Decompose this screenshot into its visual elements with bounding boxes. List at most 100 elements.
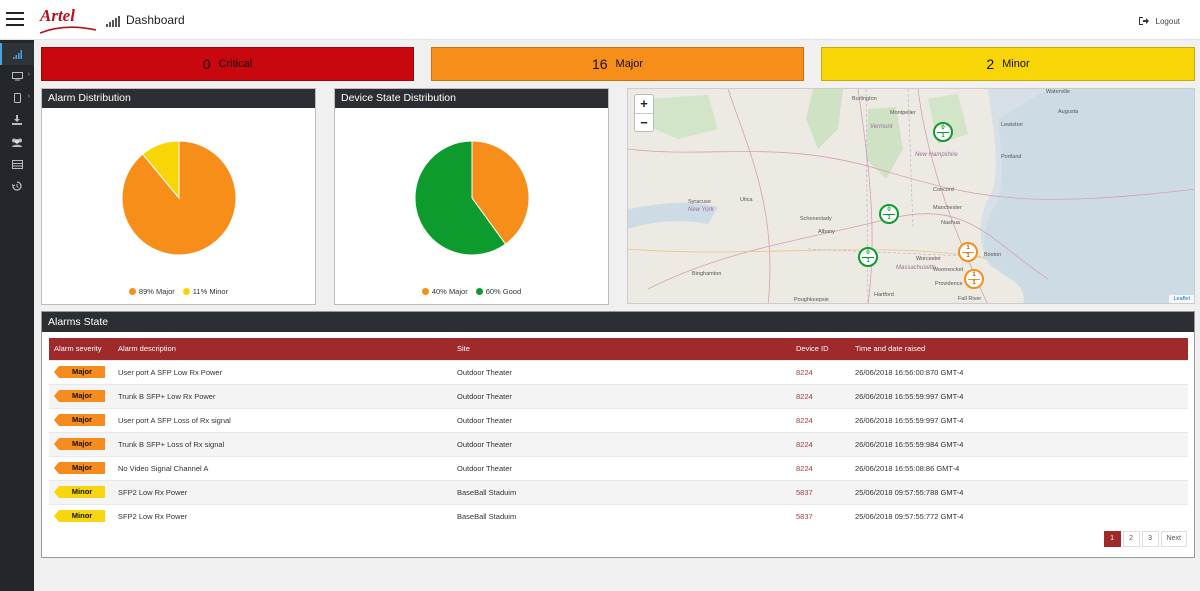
minor-summary[interactable]: 2 Minor bbox=[821, 47, 1195, 81]
map-label: New York bbox=[688, 207, 714, 213]
table-row[interactable]: Major Trunk B SFP+ Loss of Rx signal Outdo… bbox=[49, 431, 1188, 456]
severity-cell: Minor bbox=[49, 503, 113, 528]
site-cell: BaseBall Staduim bbox=[452, 479, 791, 504]
sidebar-item-history[interactable] bbox=[0, 175, 34, 197]
map-label: Montpelier bbox=[890, 110, 916, 116]
sites-map[interactable]: + − Burlington Montpelier Vermont New Ha… bbox=[627, 88, 1195, 304]
table-row[interactable]: Minor SFP2 Low Rx Power BaseBall Staduim 58… bbox=[49, 503, 1188, 528]
pie-slice-minor[interactable] bbox=[141, 140, 180, 200]
map-label: Utica bbox=[740, 197, 753, 203]
sidebar-item-table[interactable] bbox=[0, 153, 34, 175]
page-title-text: Dashboard bbox=[126, 13, 185, 27]
page-button[interactable]: 1 bbox=[1103, 531, 1121, 547]
marker-top-count: 1 bbox=[966, 245, 970, 251]
critical-label: Critical bbox=[218, 58, 253, 70]
legend-swatch bbox=[475, 288, 483, 295]
major-summary[interactable]: 16 Major bbox=[431, 47, 804, 81]
sidebar-item-download[interactable] bbox=[0, 109, 34, 131]
legend-label: 89% Major bbox=[138, 287, 175, 296]
severity-badge: Major bbox=[54, 366, 105, 378]
map-label: Manchester bbox=[933, 205, 962, 211]
history-icon bbox=[12, 181, 22, 191]
chart-legend: 89% Major 11% Minor bbox=[42, 287, 315, 296]
map-label: Portland bbox=[1001, 154, 1022, 160]
table-row[interactable]: Major User port A SFP Loss of Rx signal Ou… bbox=[49, 407, 1188, 432]
column-header[interactable]: Alarm description bbox=[113, 338, 452, 360]
next-page-button[interactable]: Next bbox=[1160, 531, 1187, 547]
sidebar-item-monitor[interactable]: › bbox=[0, 65, 34, 87]
map-attribution-link[interactable]: Leaflet bbox=[1169, 295, 1194, 303]
minor-label: Minor bbox=[1002, 58, 1030, 70]
device-id-link[interactable]: 8224 bbox=[791, 359, 850, 384]
severity-badge: Major bbox=[54, 462, 105, 474]
time-cell: 26/06/2018 16:55:08:86 GMT-4 bbox=[850, 455, 1188, 480]
device-id-link[interactable]: 8224 bbox=[791, 455, 850, 480]
map-label: Augusta bbox=[1058, 109, 1079, 115]
legend-item: 89% Major bbox=[128, 287, 175, 296]
zoom-in-button[interactable]: + bbox=[640, 96, 648, 111]
alarm-distribution-chart bbox=[121, 140, 237, 256]
site-cell: BaseBall Staduim bbox=[452, 503, 791, 528]
legend-item: 60% Good bbox=[475, 287, 521, 296]
signal-bars-icon bbox=[13, 49, 22, 59]
map-label: Poughkeepsie bbox=[794, 297, 829, 303]
column-header[interactable]: Device ID bbox=[791, 338, 850, 360]
table-row[interactable]: Minor SFP2 Low Rx Power BaseBall Staduim 58… bbox=[49, 479, 1188, 504]
map-label: Binghamton bbox=[692, 271, 722, 277]
page-button[interactable]: 3 bbox=[1141, 531, 1159, 547]
column-header[interactable]: Time and date raised bbox=[850, 338, 1188, 360]
device-id-link[interactable]: 8224 bbox=[791, 431, 850, 456]
major-count: 16 bbox=[591, 56, 608, 72]
legend-swatch bbox=[182, 288, 190, 295]
sidebar-item-dashboard[interactable] bbox=[0, 43, 34, 65]
map-label: Boston bbox=[984, 252, 1002, 258]
device-id-link[interactable]: 5837 bbox=[791, 503, 850, 528]
map-label: Waterville bbox=[1046, 89, 1070, 95]
column-header[interactable]: Site bbox=[452, 338, 791, 360]
column-header[interactable]: Alarm severity bbox=[49, 338, 113, 360]
page-title: Dashboard bbox=[106, 13, 185, 27]
marker-bottom-count: 1 bbox=[966, 253, 970, 259]
device-id-link[interactable]: 5837 bbox=[791, 479, 850, 504]
description-cell: User port A SFP Low Rx Power bbox=[113, 359, 452, 384]
marker-bottom-count: 1 bbox=[866, 258, 870, 264]
marker-top-count: 0 bbox=[887, 207, 891, 213]
page-button[interactable]: 2 bbox=[1122, 531, 1140, 547]
site-cell: Outdoor Theater bbox=[452, 383, 791, 408]
zoom-out-button[interactable]: − bbox=[635, 113, 653, 131]
severity-cell: Minor bbox=[49, 479, 113, 504]
map-label: Albany bbox=[818, 229, 835, 235]
pie-slice-good[interactable] bbox=[414, 140, 507, 256]
table-row[interactable]: Major No Video Signal Channel A Outdoor Th… bbox=[49, 455, 1188, 480]
logout-button[interactable]: Logout bbox=[1138, 16, 1180, 26]
legend-label: 11% Minor bbox=[192, 287, 229, 296]
device-id-link[interactable]: 8224 bbox=[791, 383, 850, 408]
sidebar-item-users[interactable] bbox=[0, 131, 34, 153]
pagination: 1 2 3 Next bbox=[1103, 531, 1187, 547]
critical-summary[interactable]: 0 Critical bbox=[41, 47, 414, 81]
map-label: Syracuse bbox=[688, 199, 711, 205]
legend-label: 40% Major bbox=[431, 287, 468, 296]
device-id-link[interactable]: 8224 bbox=[791, 407, 850, 432]
map-label: Burlington bbox=[852, 96, 877, 102]
map-label: New Hampshire bbox=[915, 152, 958, 158]
table-row[interactable]: Major User port A SFP Low Rx Power Outdoor… bbox=[49, 359, 1188, 384]
map-label: Providence bbox=[935, 281, 963, 287]
map-label: Hartford bbox=[874, 292, 894, 298]
severity-cell: Major bbox=[49, 407, 113, 432]
sidebar-item-device[interactable]: › bbox=[0, 87, 34, 109]
pie-slice-major[interactable] bbox=[471, 140, 530, 245]
logout-icon bbox=[1138, 17, 1149, 25]
map-label: Massachusetts bbox=[896, 265, 937, 271]
menu-toggle-icon[interactable] bbox=[6, 12, 24, 26]
table-row[interactable]: Major Trunk B SFP+ Low Rx Power Outdoor Th… bbox=[49, 383, 1188, 408]
marker-top-count: 0 bbox=[941, 125, 945, 131]
severity-badge: Major bbox=[54, 438, 105, 450]
chevron-right-icon: › bbox=[27, 71, 30, 78]
legend-swatch bbox=[128, 288, 136, 295]
